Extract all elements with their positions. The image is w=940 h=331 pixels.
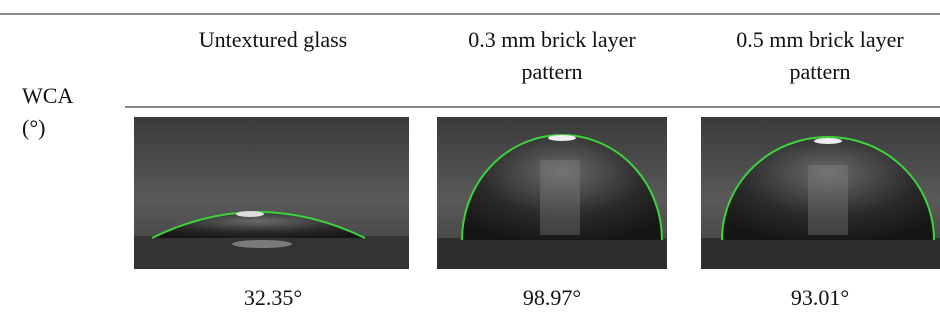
wca-value: 93.01° (791, 285, 849, 310)
column-header: 0.3 mm brick layer (468, 27, 636, 52)
wca-value: 32.35° (244, 285, 302, 310)
table-figure: Untextured glass 0.3 mm brick layer patt… (0, 0, 940, 331)
column-header: 0.5 mm brick layer (736, 27, 904, 52)
column-header: Untextured glass (199, 27, 347, 52)
droplet-image (701, 117, 940, 269)
column-header: pattern (521, 59, 582, 84)
droplet-image (437, 117, 667, 269)
row-label: WCA (22, 83, 73, 108)
column-header: pattern (789, 59, 850, 84)
droplet-image (134, 117, 409, 269)
wca-value: 98.97° (523, 285, 581, 310)
row-label: (°) (22, 115, 45, 140)
